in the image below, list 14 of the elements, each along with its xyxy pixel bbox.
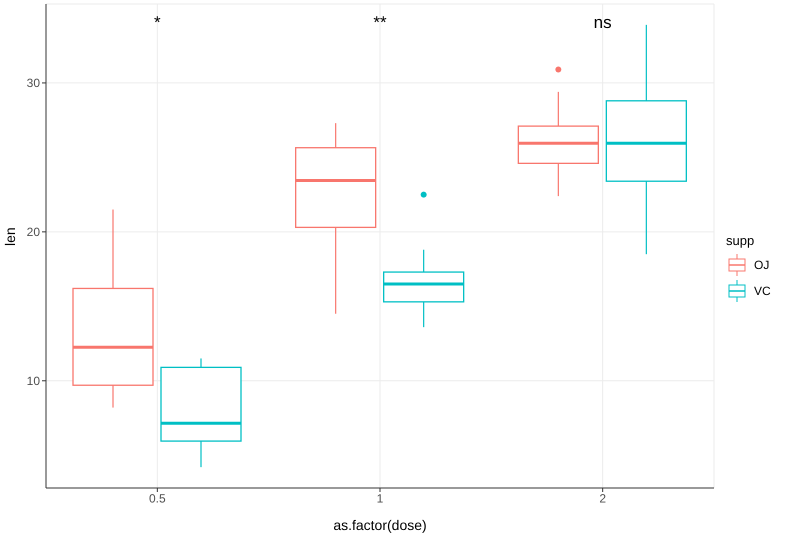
legend-label: VC — [754, 284, 771, 298]
y-tick-label: 20 — [26, 225, 40, 240]
annotation: ns — [594, 13, 612, 32]
x-tick-label: 0.5 — [148, 492, 166, 506]
y-tick-label: 10 — [26, 374, 40, 388]
legend-title: supp — [726, 232, 756, 248]
x-axis-title: as.factor(dose) — [333, 517, 427, 533]
y-tick-label: 30 — [26, 76, 40, 90]
x-tick-label: 2 — [599, 492, 606, 506]
legend-label: OJ — [754, 258, 770, 272]
x-tick-label: 1 — [376, 492, 384, 506]
annotation: * — [154, 13, 162, 32]
annotation: ** — [373, 13, 387, 32]
y-axis-title: len — [2, 227, 18, 246]
